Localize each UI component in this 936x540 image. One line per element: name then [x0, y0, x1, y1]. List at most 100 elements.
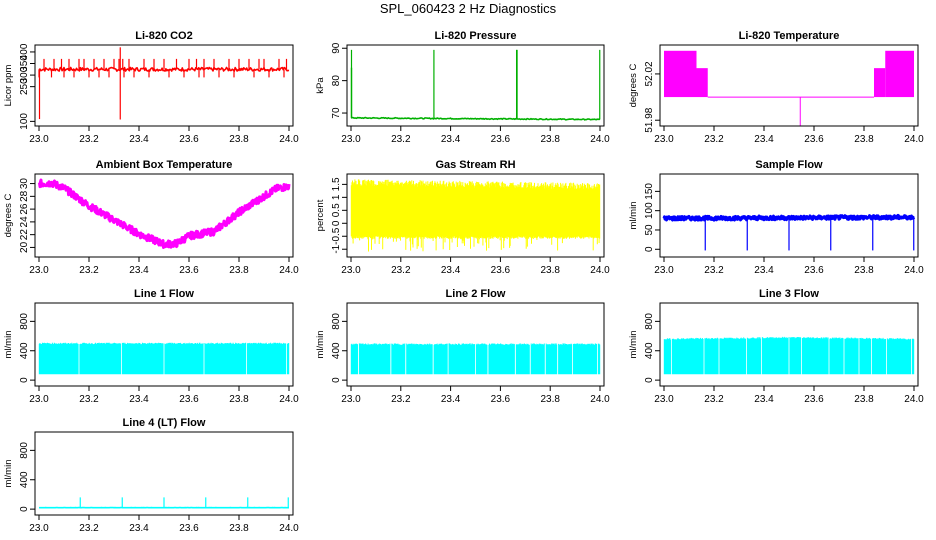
x-tick-label: 23.2 [704, 134, 724, 145]
y-tick-label: 52.02 [644, 61, 655, 86]
x-tick-label: 24.0 [904, 394, 924, 405]
x-tick-label: 23.0 [654, 394, 674, 405]
x-tick-label: 23.4 [129, 265, 149, 276]
panel-title: Line 4 (LT) Flow [123, 417, 206, 429]
x-tick-label: 24.0 [904, 265, 924, 276]
x-tick-label: 23.0 [29, 394, 49, 405]
x-tick-label: 23.8 [854, 265, 874, 276]
plot-frame [34, 173, 294, 258]
y-tick-label: 400 [19, 43, 30, 60]
x-tick-label: 23.4 [441, 265, 461, 276]
y-tick-label: 150 [644, 183, 655, 200]
x-tick-label: 23.6 [491, 265, 511, 276]
x-tick-label: 23.8 [854, 394, 874, 405]
y-tick-label: 50 [644, 224, 655, 236]
panel-5: Gas Stream RH percent 23.0 23.2 23.4 23.6 23.8… [315, 159, 610, 276]
panel-4: Ambient Box Temperature degrees C 23.0 23.2… [3, 159, 299, 276]
x-tick-label: 23.6 [804, 394, 824, 405]
series-marks [38, 342, 290, 375]
y-tick-label: 800 [19, 313, 30, 330]
y-axis-label: degrees C [3, 193, 14, 237]
x-tick-label: 23.4 [754, 134, 774, 145]
y-axis-label: ml/min [628, 202, 639, 230]
x-tick-label: 23.6 [179, 265, 199, 276]
x-tick-label: 23.2 [391, 265, 411, 276]
x-tick-label: 23.0 [341, 265, 361, 276]
y-tick-label: 400 [19, 471, 30, 488]
y-tick-label: 20 [19, 241, 30, 253]
temp-block-2 [696, 68, 708, 98]
y-axis-label: percent [315, 199, 326, 231]
x-tick-label: 23.8 [854, 134, 874, 145]
x-tick-label: 23.4 [129, 523, 149, 534]
x-tick-label: 24.0 [590, 265, 610, 276]
series-marks [662, 213, 916, 251]
trace-line [662, 213, 916, 222]
x-tick-label: 23.6 [491, 394, 511, 405]
plot-frame [659, 44, 919, 127]
x-tick-label: 23.0 [654, 134, 674, 145]
x-tick-label: 23.2 [79, 134, 99, 145]
flow-band [663, 336, 915, 375]
panel-title: Line 3 Flow [759, 288, 819, 300]
x-tick-label: 23.8 [540, 265, 560, 276]
x-tick-label: 23.0 [341, 134, 361, 145]
x-tick-label: 23.0 [29, 523, 49, 534]
panel-9: Line 3 Flow ml/min 23.0 23.2 23.4 23.6 23.8 24.… [628, 288, 924, 405]
x-tick-label: 24.0 [279, 394, 299, 405]
y-tick-label: 400 [331, 342, 342, 359]
y-tick-label: 80 [331, 75, 342, 87]
x-tick-label: 23.4 [129, 394, 149, 405]
y-tick-label: 26 [19, 203, 30, 215]
y-tick-label: 400 [19, 342, 30, 359]
x-tick-label: 23.8 [229, 265, 249, 276]
panel-8: Line 2 Flow ml/min 23.0 23.2 23.4 23.6 23.8 24.… [315, 288, 610, 405]
x-tick-label: 23.6 [179, 134, 199, 145]
y-tick-label: 800 [331, 313, 342, 330]
x-tick-label: 23.4 [441, 134, 461, 145]
y-tick-label: 22 [19, 229, 30, 241]
series-marks [664, 50, 914, 126]
y-axis-label: ml/min [315, 331, 326, 359]
y-tick-label: -0.5 [331, 227, 342, 245]
y-axis-label: Licor ppm [3, 65, 14, 107]
y-tick-label: 28 [19, 190, 30, 202]
x-tick-label: 24.0 [590, 134, 610, 145]
x-tick-label: 23.2 [391, 394, 411, 405]
panel-6: Sample Flow ml/min 23.0 23.2 23.4 23.6 23.8 24.… [628, 159, 924, 276]
y-tick-label: 24 [19, 216, 30, 228]
figure-title: SPL_060423 2 Hz Diagnostics [379, 1, 557, 16]
y-axis-label: ml/min [3, 460, 14, 488]
flow-band [38, 342, 290, 375]
y-tick-label: 51.98 [644, 107, 655, 132]
y-tick-label: 400 [644, 342, 655, 359]
x-tick-label: 23.8 [540, 134, 560, 145]
y-tick-label: 100 [19, 113, 30, 130]
y-tick-label: 0.5 [331, 203, 342, 217]
y-tick-label: 300 [19, 66, 30, 83]
plot-frame [34, 431, 294, 516]
series-marks [38, 47, 290, 120]
panel-title: Ambient Box Temperature [96, 159, 233, 171]
plot-frame [34, 302, 294, 387]
x-tick-label: 23.2 [704, 265, 724, 276]
y-tick-label: 0 [331, 377, 342, 383]
y-axis-label: degrees C [628, 63, 639, 107]
y-tick-label: 800 [19, 442, 30, 459]
y-tick-label: 30 [19, 178, 30, 190]
x-tick-label: 23.8 [229, 134, 249, 145]
panel-title: Line 2 Flow [446, 288, 506, 300]
x-tick-label: 23.6 [179, 394, 199, 405]
panel-title: Li-820 Temperature [739, 30, 840, 42]
x-tick-label: 24.0 [590, 394, 610, 405]
y-tick-label: 0 [644, 246, 655, 252]
series-marks [350, 49, 601, 121]
x-tick-label: 24.0 [279, 265, 299, 276]
plot-frame [346, 173, 605, 258]
y-axis-label: kPa [315, 77, 326, 94]
y-tick-label: 0 [331, 220, 342, 226]
x-tick-label: 23.0 [29, 134, 49, 145]
y-tick-label: 0 [644, 377, 655, 383]
x-tick-label: 23.4 [754, 265, 774, 276]
